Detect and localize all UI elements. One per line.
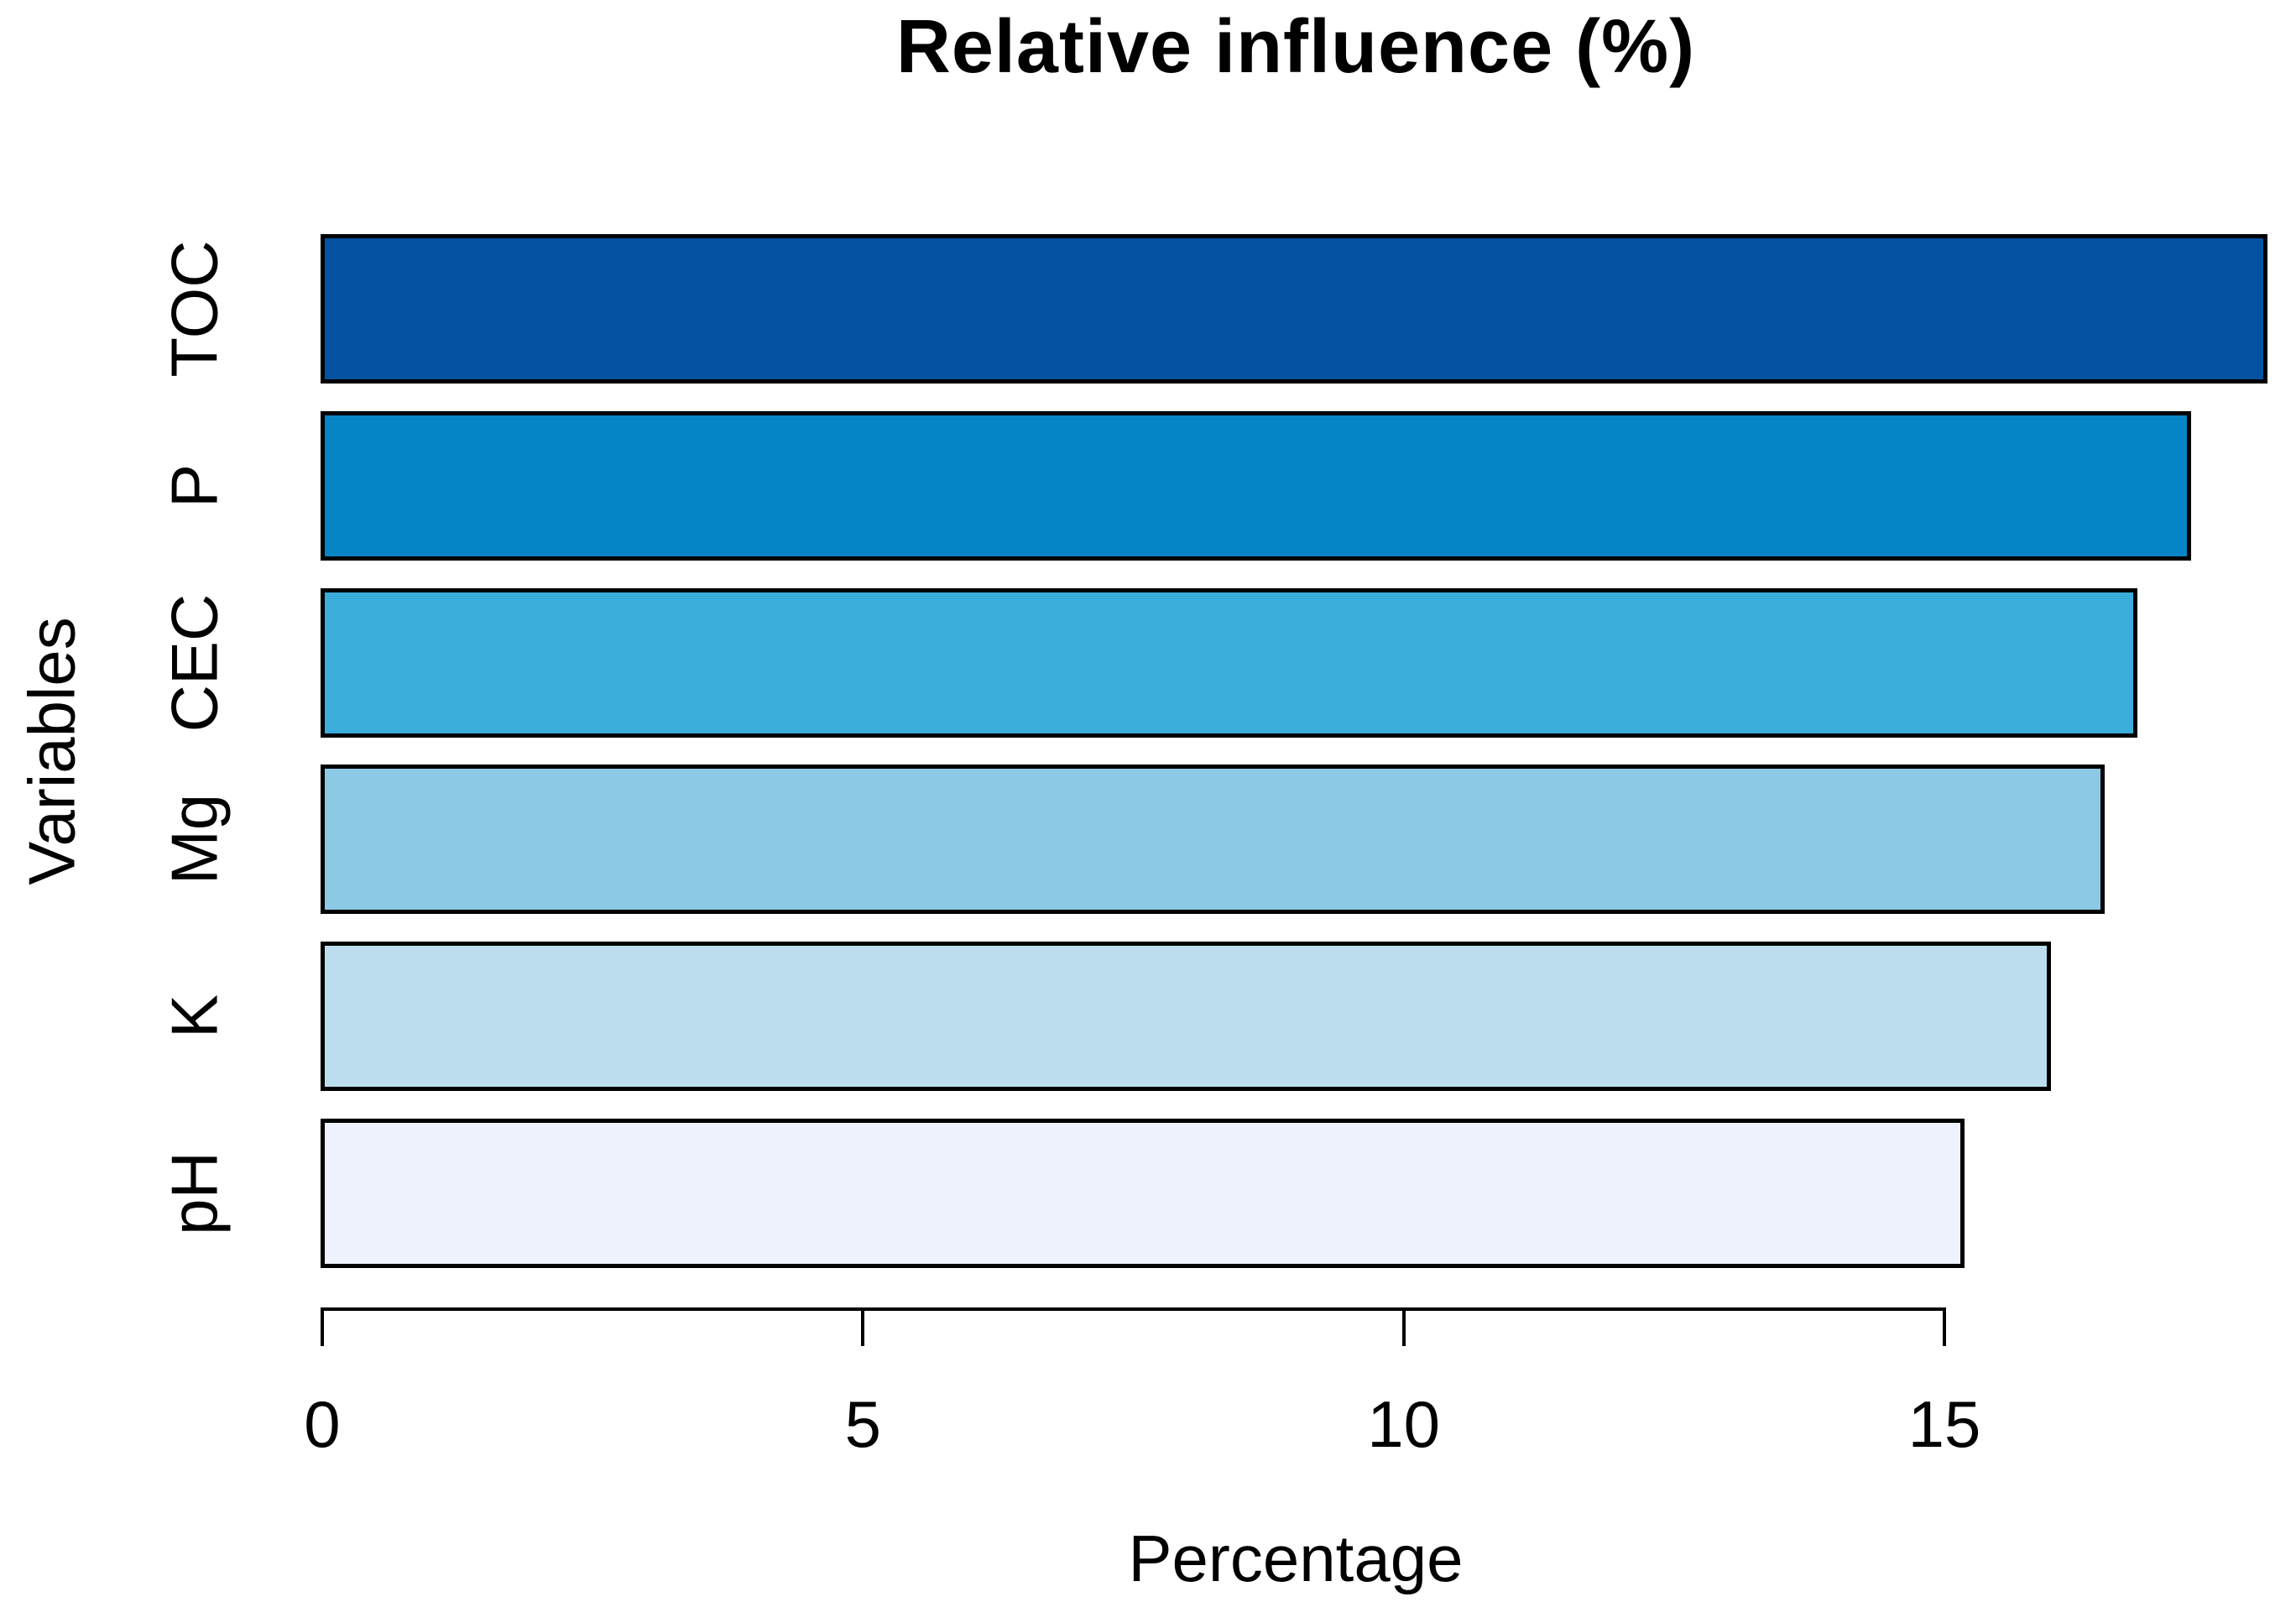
x-tick-mark-10 xyxy=(1401,1307,1406,1346)
category-label-p: P xyxy=(157,463,232,508)
x-tick-mark-5 xyxy=(861,1307,865,1346)
bar-cec xyxy=(321,587,2138,738)
bar-mg xyxy=(321,765,2106,915)
x-tick-label-10: 10 xyxy=(1367,1387,1441,1461)
y-axis-title: Variables xyxy=(14,617,89,885)
x-axis-line xyxy=(321,1307,1947,1311)
category-label-mg: Mg xyxy=(157,794,232,885)
category-label-cec: CEC xyxy=(157,593,232,732)
category-label-k: K xyxy=(157,994,232,1039)
bar-k xyxy=(321,942,2051,1092)
x-tick-label-5: 5 xyxy=(844,1387,882,1461)
category-label-toc: TOC xyxy=(157,240,232,378)
x-tick-label-15: 15 xyxy=(1907,1387,1981,1461)
chart-title: Relative influence (%) xyxy=(895,5,1696,89)
bar-toc xyxy=(321,234,2267,384)
x-tick-label-0: 0 xyxy=(304,1387,341,1461)
category-label-ph: pH xyxy=(157,1151,232,1235)
bar-p xyxy=(321,410,2192,561)
x-tick-mark-0 xyxy=(321,1307,324,1346)
x-axis-title: Percentage xyxy=(1128,1521,1464,1595)
bar-ph xyxy=(321,1119,1965,1268)
x-tick-mark-15 xyxy=(1943,1307,1947,1346)
